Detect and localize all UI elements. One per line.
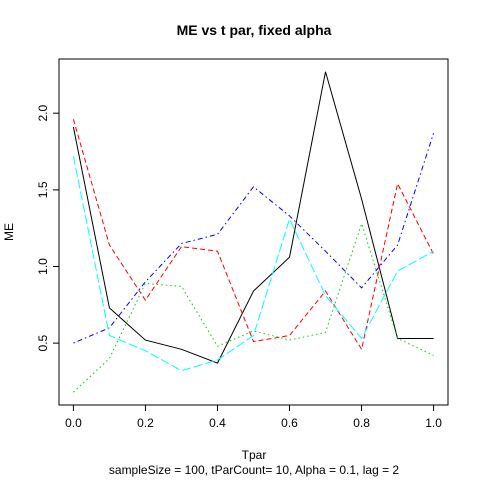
- x-axis-title: Tpar: [242, 448, 267, 462]
- x-axis: 0.0 0.2 0.4 0.6 0.8 1.0: [65, 405, 442, 430]
- x-tick-label: 0.4: [209, 416, 226, 430]
- x-tick-label: 0.0: [65, 416, 82, 430]
- x-tick-label: 0.2: [137, 416, 154, 430]
- x-tick-label: 0.6: [281, 416, 298, 430]
- chart-subtitle: sampleSize = 100, tParCount= 10, Alpha =…: [109, 463, 400, 477]
- x-tick-label: 0.8: [353, 416, 370, 430]
- series-group: [72, 71, 435, 393]
- y-axis: 0.5 1.0 1.5 2.0: [36, 105, 59, 351]
- y-tick-label: 1.5: [36, 181, 50, 198]
- y-tick-label: 2.0: [36, 105, 50, 122]
- y-tick-label: 0.5: [36, 334, 50, 351]
- series-line-4: [73, 132, 435, 344]
- y-tick-label: 1.0: [36, 258, 50, 275]
- series-line-1: [72, 71, 434, 364]
- series-line-2: [72, 119, 435, 351]
- x-tick-label: 1.0: [425, 416, 442, 430]
- chart-title: ME vs t par, fixed alpha: [177, 22, 332, 38]
- y-axis-title: ME: [2, 223, 16, 241]
- series-line-3: [73, 221, 434, 393]
- series-line-5: [72, 156, 434, 372]
- plot-frame: [58, 58, 449, 406]
